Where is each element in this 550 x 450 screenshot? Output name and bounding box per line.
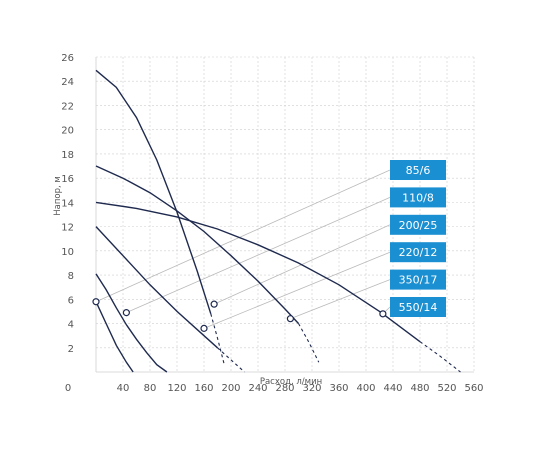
model-label: 350/17	[399, 274, 438, 287]
y-tick-label: 22	[61, 101, 74, 112]
x-tick-label: 360	[329, 383, 348, 394]
model-label: 220/12	[399, 246, 438, 259]
leader-line	[126, 197, 391, 314]
x-tick-label: 320	[302, 383, 321, 394]
model-label-box	[390, 269, 446, 290]
curve-200-25	[95, 69, 212, 315]
x-tick-label: 0	[65, 383, 71, 394]
axes: 0 40 80 120 160 200 240 280 320 360 400 440 480 520 56…	[61, 53, 483, 394]
y-tick-label: 12	[61, 223, 74, 234]
x-axis-title: Расход, л/мин	[260, 377, 322, 387]
y-tick-label: 10	[61, 247, 74, 258]
grid	[96, 56, 475, 372]
x-tick-label: 520	[437, 383, 456, 394]
model-label-box	[390, 214, 446, 235]
y-tick-label: 16	[61, 174, 74, 185]
x-tick-label: 200	[221, 383, 240, 394]
model-label-box	[390, 187, 446, 208]
model-label-box	[390, 297, 446, 317]
duty-point-marker	[92, 298, 100, 306]
y-tick-label: 26	[61, 53, 74, 64]
x-tick-label: 480	[410, 383, 429, 394]
model-label: 110/8	[402, 191, 434, 204]
model-label-box	[390, 242, 446, 263]
duty-point-marker	[210, 300, 218, 308]
duty-point-marker	[286, 315, 294, 323]
curve-extension	[419, 341, 461, 373]
duty-point-markers	[92, 298, 387, 332]
curve-110-8	[95, 273, 168, 373]
duty-point-marker	[122, 309, 130, 317]
leader-line	[290, 279, 391, 320]
curve-550-14	[95, 201, 421, 343]
curve-350-17	[95, 165, 300, 324]
duty-point-marker	[200, 324, 208, 332]
curve-extension	[210, 313, 225, 365]
x-tick-label: 560	[464, 383, 483, 394]
y-tick-label: 20	[61, 126, 74, 137]
y-tick-label: 18	[61, 150, 74, 161]
x-tick-label: 40	[117, 383, 130, 394]
x-tick-label: 160	[194, 383, 213, 394]
model-label: 200/25	[399, 219, 438, 232]
pump-curves	[95, 69, 461, 373]
x-tick-label: 400	[356, 383, 375, 394]
model-labels: 85/6 110/8 200/25 220/12 350/17 550/14	[390, 160, 446, 317]
model-label: 85/6	[406, 164, 431, 177]
x-tick-label: 240	[248, 383, 267, 394]
curve-extension	[217, 347, 245, 373]
x-tick-label: 440	[383, 383, 402, 394]
curve-220-12	[95, 226, 218, 349]
y-tick-label: 24	[61, 77, 74, 88]
x-tick-label: 80	[144, 383, 157, 394]
leader-line	[203, 251, 391, 329]
y-tick-label: 8	[68, 271, 74, 282]
leader-lines	[95, 169, 391, 329]
leader-line	[95, 169, 391, 303]
x-tick-label: 120	[167, 383, 186, 394]
y-tick-label: 14	[61, 198, 74, 209]
y-tick-label: 2	[68, 344, 74, 355]
y-tick-label: 4	[68, 320, 74, 331]
y-axis-title: Напор, м	[53, 176, 63, 216]
duty-point-marker	[379, 310, 387, 318]
curve-extension	[298, 323, 320, 363]
y-tick-label: 6	[68, 295, 74, 306]
model-label-box	[390, 160, 446, 180]
x-tick-label: 280	[275, 383, 294, 394]
curve-85-6	[95, 301, 134, 373]
model-label: 550/14	[399, 301, 438, 314]
